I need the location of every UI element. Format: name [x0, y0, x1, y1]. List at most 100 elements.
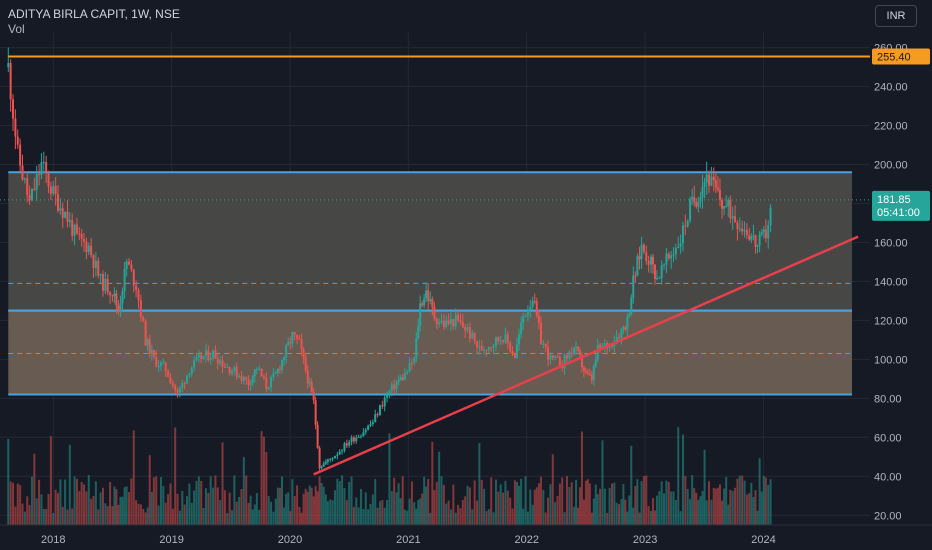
candle-body	[431, 299, 434, 308]
candle-body	[291, 332, 294, 344]
candle-body	[502, 340, 505, 343]
volume-bar	[526, 511, 529, 525]
time-tick-label: 2019	[159, 534, 183, 546]
candle-body	[341, 450, 344, 452]
candle-body	[253, 369, 256, 377]
volume-bar	[350, 476, 353, 525]
volume-bar	[171, 508, 174, 525]
volume-bar	[586, 479, 589, 525]
volume-bar	[223, 490, 226, 525]
volume-bar	[758, 458, 761, 525]
candle-body	[85, 241, 88, 253]
volume-bar	[750, 482, 753, 525]
volume-bar	[188, 483, 191, 525]
candle-body	[497, 337, 500, 342]
volume-bar	[357, 507, 360, 525]
candle-body	[660, 265, 663, 279]
candle-body	[622, 327, 625, 329]
candle-body	[767, 225, 770, 239]
volume-bar	[68, 444, 71, 525]
volume-bar	[9, 481, 12, 525]
volume-bar	[144, 512, 147, 525]
volume-bar	[115, 489, 118, 525]
symbol-title[interactable]: ADITYA BIRLA CAPIT, 1W, NSE	[8, 7, 180, 21]
volume-bar	[582, 499, 585, 525]
volume-bar	[258, 509, 261, 525]
candle-body	[121, 291, 124, 304]
volume-bar	[535, 487, 538, 525]
candle-body	[216, 358, 219, 364]
volume-bar	[640, 481, 643, 525]
candle-body	[588, 373, 591, 375]
volume-bar	[547, 497, 550, 525]
time-tick-label: 2022	[514, 534, 538, 546]
volume-bar	[92, 495, 95, 525]
candle-body	[618, 337, 621, 339]
volume-bar	[504, 480, 507, 525]
candle-body	[752, 235, 755, 237]
candle-body	[23, 178, 26, 180]
candle-body	[117, 305, 120, 313]
candle-body	[670, 255, 673, 259]
volume-bar	[64, 479, 67, 525]
candle-body	[238, 376, 241, 378]
candle-body	[395, 382, 398, 390]
volume-label[interactable]: Vol	[8, 22, 25, 36]
volume-bar	[390, 491, 393, 525]
volume-bar	[101, 487, 104, 525]
candle-body	[371, 422, 374, 425]
candle-body	[529, 307, 532, 311]
volume-bar	[109, 481, 112, 525]
candle-body	[197, 354, 200, 358]
candle-body	[130, 264, 133, 270]
volume-bar	[283, 507, 286, 525]
candle-body	[626, 316, 629, 330]
candle-body	[716, 187, 719, 191]
candle-body	[233, 367, 236, 372]
candle-body	[193, 360, 196, 368]
volume-bar	[691, 475, 694, 525]
volume-bar	[533, 489, 536, 525]
currency-button[interactable]: INR	[875, 5, 917, 27]
volume-bar	[570, 482, 573, 525]
candle-body	[183, 383, 186, 385]
volume-bar	[176, 493, 179, 525]
candle-body	[281, 360, 284, 370]
candle-body	[80, 233, 83, 239]
volume-bar	[28, 504, 31, 525]
candle-body	[30, 188, 33, 201]
volume-bar	[148, 455, 151, 525]
candle-body	[630, 297, 633, 314]
candle-body	[374, 414, 377, 423]
candle-body	[762, 229, 765, 232]
time-tick-label: 2020	[278, 534, 302, 546]
volume-bar	[73, 476, 76, 525]
volume-bar	[615, 502, 618, 525]
candle-body	[549, 355, 552, 360]
volume-bar	[155, 476, 158, 525]
volume-bar	[287, 492, 290, 525]
volume-bar	[459, 508, 462, 525]
candle-body	[125, 261, 128, 269]
candle-body	[615, 337, 618, 343]
candle-body	[247, 379, 250, 385]
volume-bar	[360, 488, 363, 525]
volume-bar	[57, 493, 59, 525]
candle-body	[723, 206, 726, 209]
volume-bar	[650, 510, 653, 525]
volume-bar	[33, 453, 36, 525]
volume-bar	[193, 490, 196, 525]
volume-bar	[40, 494, 43, 525]
candle-body	[388, 391, 391, 395]
candle-body	[369, 424, 372, 426]
candle-body	[258, 368, 261, 370]
volume-bar	[329, 499, 332, 525]
candle-body	[164, 362, 167, 372]
volume-bar	[278, 487, 281, 525]
volume-bar	[316, 491, 319, 525]
volume-bar	[61, 506, 64, 525]
candle-body	[190, 367, 193, 374]
candle-body	[314, 400, 317, 425]
candle-body	[195, 357, 198, 361]
